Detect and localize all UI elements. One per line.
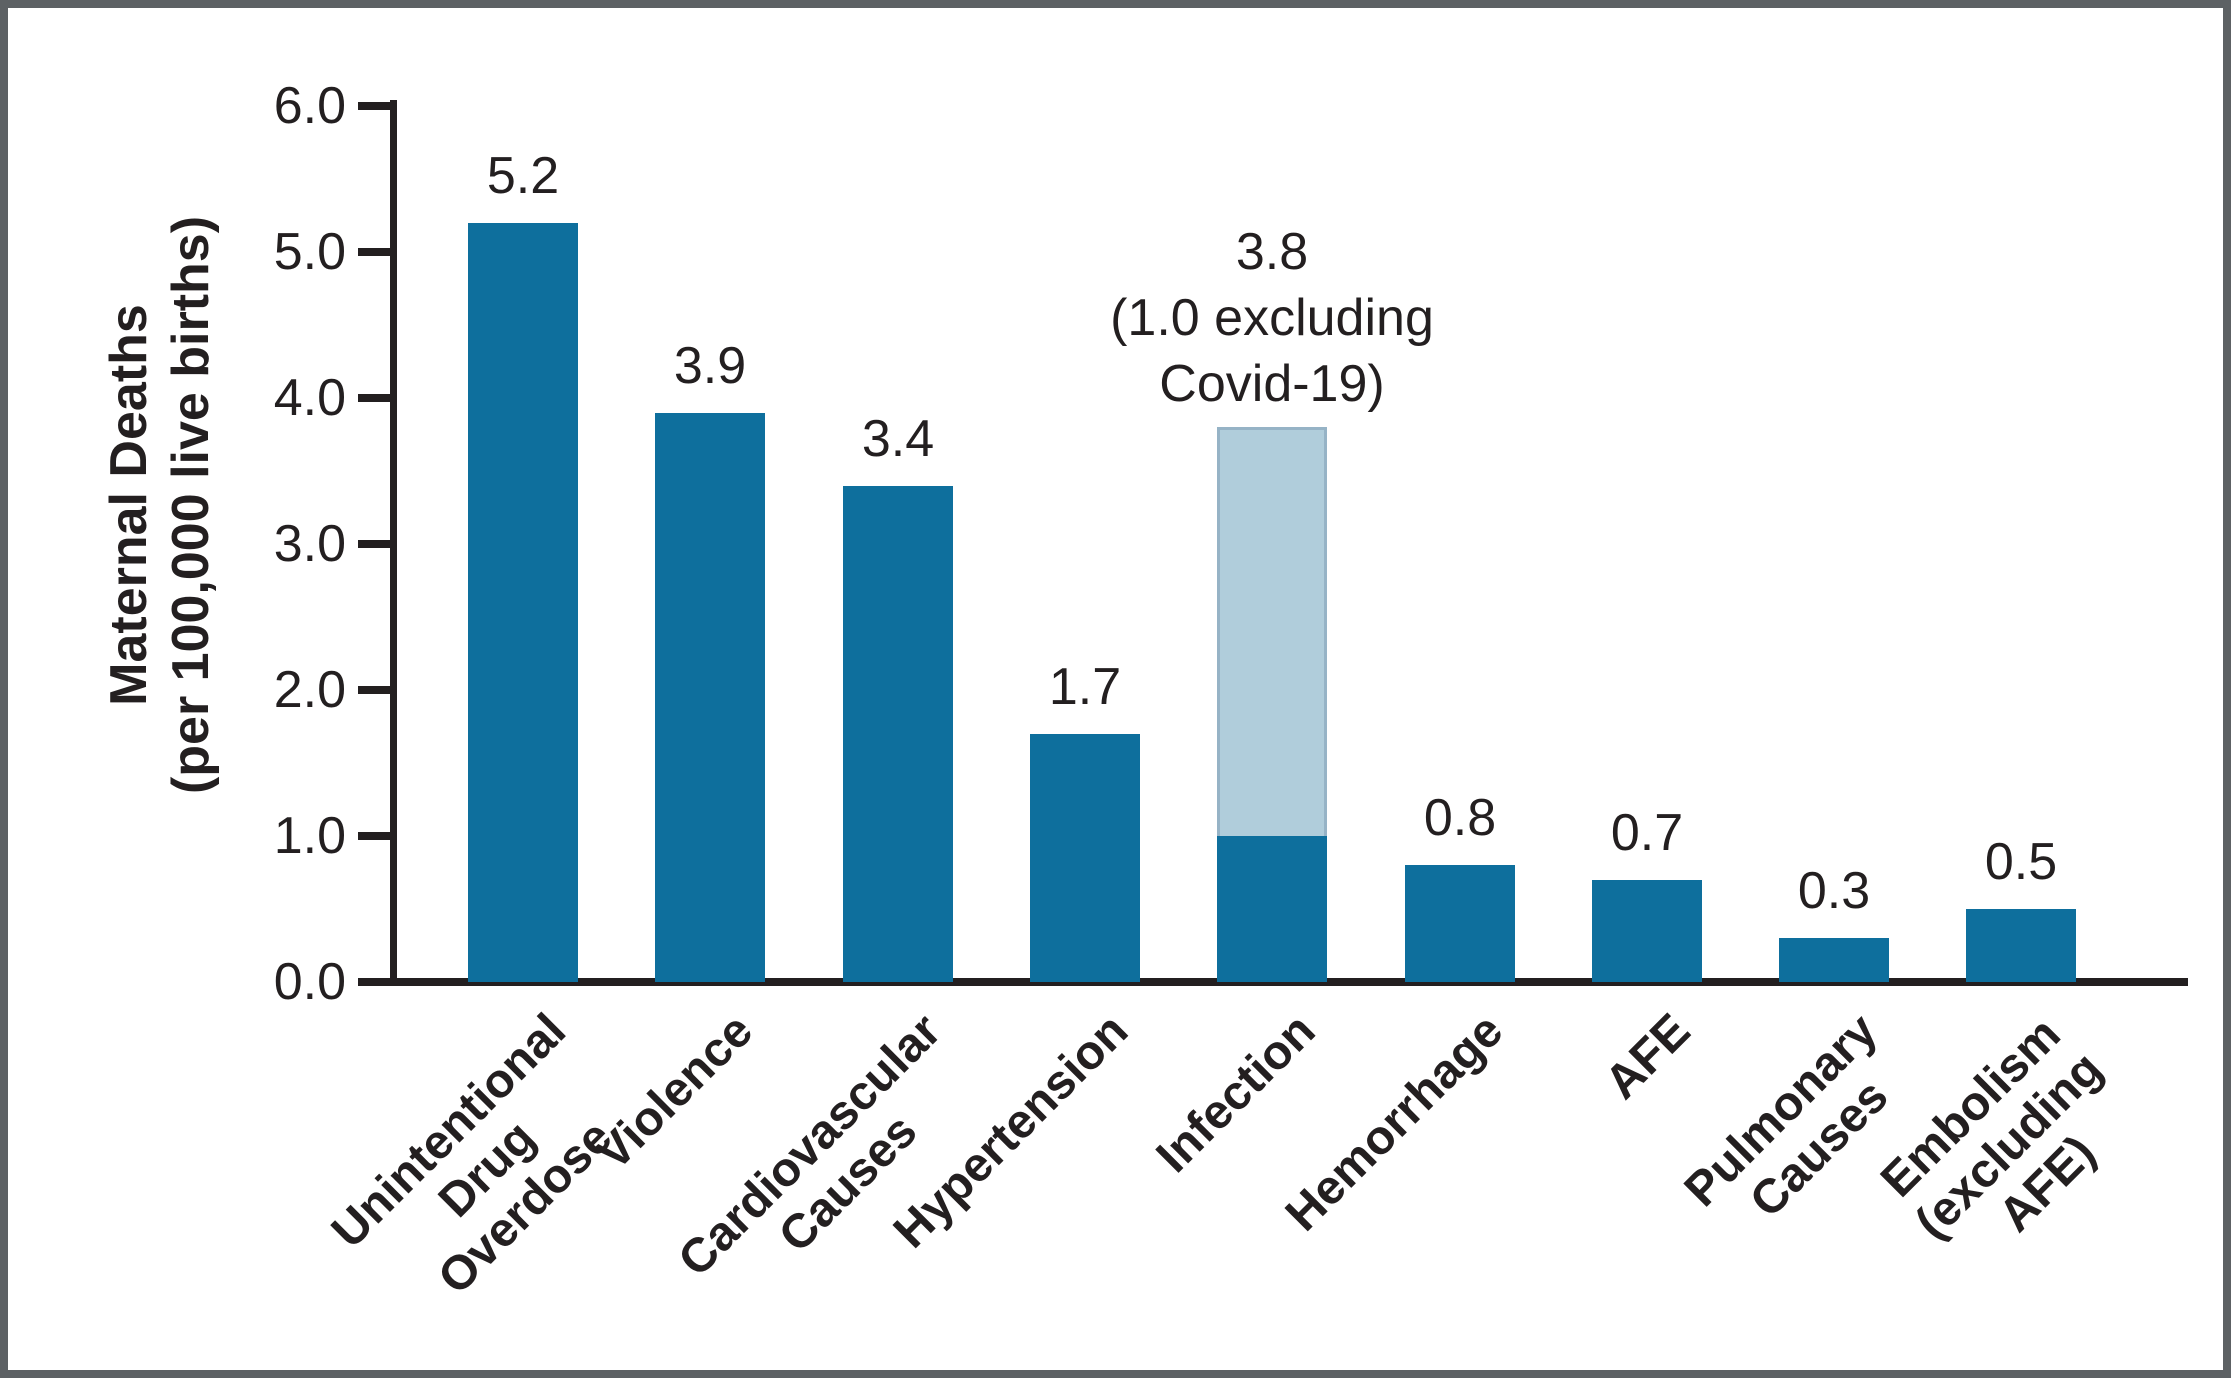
bar-segment-pulmonary-causes <box>1779 938 1889 982</box>
bar-segment-hemorrhage <box>1405 865 1515 982</box>
value-label-hemorrhage: 0.8 <box>1423 789 1497 848</box>
y-tick-label: 0.0 <box>273 953 346 1011</box>
value-label-embolism-excluding-afe: 0.5 <box>1984 833 2058 891</box>
y-tick <box>358 102 390 110</box>
y-axis-line <box>390 100 397 986</box>
y-tick-label: 2.0 <box>273 661 346 719</box>
value-label-unintentional-drug-overdose: 5.2 <box>486 146 560 205</box>
bar-segment-unintentional-drug-overdose <box>468 222 578 982</box>
bar-segment-infection-covid-19-portion <box>1217 427 1327 836</box>
y-tick <box>358 686 390 694</box>
value-label-pulmonary-causes: 0.3 <box>1797 862 1871 921</box>
y-tick-label: 6.0 <box>273 77 346 135</box>
value-label-afe: 0.7 <box>1610 803 1684 862</box>
y-tick <box>358 540 390 548</box>
x-axis-line <box>390 978 2188 986</box>
value-label-infection: 3.8 (1.0 excluding Covid-19) <box>1110 223 1434 414</box>
y-tick-label: 5.0 <box>273 223 346 281</box>
value-label-hypertension: 1.7 <box>1048 657 1122 716</box>
category-label-embolism-excluding-afe: Embolism (excluding AFE) <box>1871 1007 2113 1250</box>
bar-segment-afe <box>1592 879 1702 982</box>
value-label-violence: 3.9 <box>673 336 747 395</box>
y-tick <box>358 394 390 402</box>
bar-segment-violence <box>655 412 765 982</box>
value-label-cardiovascular-causes: 3.4 <box>861 409 935 468</box>
y-tick-label: 4.0 <box>273 369 346 427</box>
y-tick <box>358 978 390 986</box>
y-tick-label: 1.0 <box>273 807 346 865</box>
category-label-unintentional-drug-overdose: Unintentional Drug Overdose <box>322 1004 623 1305</box>
y-tick <box>358 248 390 256</box>
category-label-afe: AFE <box>1595 1004 1701 1110</box>
category-label-infection: Infection <box>1146 1004 1326 1183</box>
bar-segment-embolism-excluding-afe <box>1966 909 2076 982</box>
bar-segment-hypertension <box>1030 733 1140 982</box>
y-tick <box>358 832 390 840</box>
y-tick-label: 3.0 <box>273 515 346 573</box>
category-label-pulmonary-causes: Pulmonary Causes <box>1674 1004 1899 1228</box>
bar-segment-infection-excluding-covid-19 <box>1217 836 1327 982</box>
bar-segment-cardiovascular-causes <box>843 485 953 982</box>
